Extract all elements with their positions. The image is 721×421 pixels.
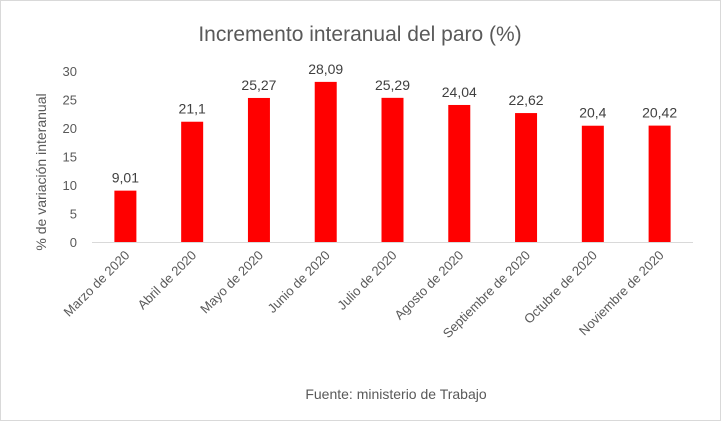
data-label: 28,09 [308,61,343,77]
data-label: 25,27 [241,77,276,93]
source-note: Fuente: ministerio de Trabajo [305,386,487,402]
data-label: 25,29 [375,77,410,93]
chart-title: Incremento interanual del paro (%) [198,23,521,46]
bar [314,81,337,243]
data-label: 9,01 [112,170,139,186]
data-label: 21,1 [179,101,206,117]
y-axis-title: % de variación interanual [33,93,49,250]
bars [114,81,671,243]
data-label: 22,62 [509,92,544,108]
y-tick-label: 0 [70,235,77,250]
y-tick-label: 20 [63,121,77,136]
x-tick-label: Junio de 2020 [264,248,332,316]
y-tick-label: 5 [70,207,77,222]
data-labels: 9,01 21,1 25,27 28,09 25,29 24,04 22,62 20,4 20,… [112,61,678,186]
data-label: 20,42 [642,105,677,121]
bar [247,97,270,242]
y-tick-label: 25 [63,93,77,108]
bar [381,97,404,242]
bar [114,190,137,242]
bar [181,121,204,242]
y-tick-label: 10 [63,178,77,193]
y-tick-label: 30 [63,64,77,79]
bar [648,125,671,242]
data-label: 20,4 [579,105,606,121]
data-label: 24,04 [442,84,477,100]
y-tick-label: 15 [63,150,77,165]
x-tick-label: Agosto de 2020 [391,248,466,323]
x-tick-label: Marzo de 2020 [61,248,133,320]
bar [448,104,471,242]
x-tick-label: Julio de 2020 [334,248,399,313]
bar [515,113,538,242]
bar [581,125,604,242]
y-axis-ticks: 0 5 10 15 20 25 30 [63,64,77,250]
x-tick-label: Mayo de 2020 [197,248,266,317]
x-tick-label: Abril de 2020 [134,248,199,313]
